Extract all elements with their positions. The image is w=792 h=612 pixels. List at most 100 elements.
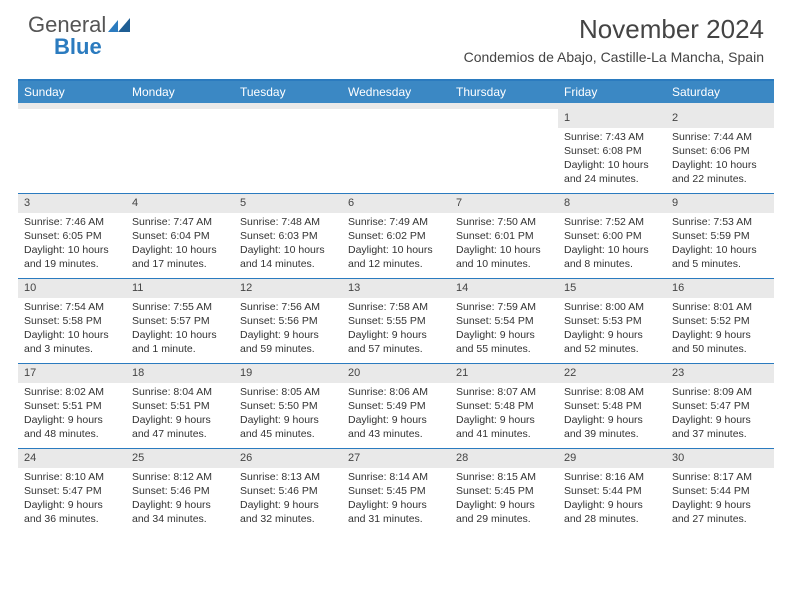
daylight-text: Daylight: 9 hours and 45 minutes. <box>240 413 336 441</box>
sunset-text: Sunset: 5:45 PM <box>456 484 552 498</box>
sunrise-text: Sunrise: 7:48 AM <box>240 215 336 229</box>
calendar-cell: 23Sunrise: 8:09 AMSunset: 5:47 PMDayligh… <box>666 364 774 448</box>
sunset-text: Sunset: 5:57 PM <box>132 314 228 328</box>
date-number: 16 <box>666 279 774 298</box>
daylight-text: Daylight: 9 hours and 48 minutes. <box>24 413 120 441</box>
daylight-text: Daylight: 10 hours and 8 minutes. <box>564 243 660 271</box>
sunset-text: Sunset: 5:47 PM <box>672 399 768 413</box>
cell-content: Sunrise: 7:56 AMSunset: 5:56 PMDaylight:… <box>234 298 342 361</box>
date-number: 23 <box>666 364 774 383</box>
cell-content: Sunrise: 8:00 AMSunset: 5:53 PMDaylight:… <box>558 298 666 361</box>
daylight-text: Daylight: 10 hours and 19 minutes. <box>24 243 120 271</box>
sunset-text: Sunset: 5:53 PM <box>564 314 660 328</box>
cell-content: Sunrise: 8:09 AMSunset: 5:47 PMDaylight:… <box>666 383 774 446</box>
sunset-text: Sunset: 6:00 PM <box>564 229 660 243</box>
daylight-text: Daylight: 10 hours and 14 minutes. <box>240 243 336 271</box>
sunset-text: Sunset: 5:46 PM <box>240 484 336 498</box>
date-number: 4 <box>126 194 234 213</box>
date-number: 17 <box>18 364 126 383</box>
sunset-text: Sunset: 5:50 PM <box>240 399 336 413</box>
sunrise-text: Sunrise: 7:53 AM <box>672 215 768 229</box>
sunrise-text: Sunrise: 7:43 AM <box>564 130 660 144</box>
daylight-text: Daylight: 9 hours and 59 minutes. <box>240 328 336 356</box>
calendar-week: 10Sunrise: 7:54 AMSunset: 5:58 PMDayligh… <box>18 278 774 363</box>
date-number: 14 <box>450 279 558 298</box>
date-number: 12 <box>234 279 342 298</box>
calendar-cell: 19Sunrise: 8:05 AMSunset: 5:50 PMDayligh… <box>234 364 342 448</box>
calendar-cell: 21Sunrise: 8:07 AMSunset: 5:48 PMDayligh… <box>450 364 558 448</box>
sunrise-text: Sunrise: 7:55 AM <box>132 300 228 314</box>
calendar: SundayMondayTuesdayWednesdayThursdayFrid… <box>18 79 774 533</box>
daylight-text: Daylight: 9 hours and 29 minutes. <box>456 498 552 526</box>
date-number: 30 <box>666 449 774 468</box>
sunrise-text: Sunrise: 8:06 AM <box>348 385 444 399</box>
cell-content: Sunrise: 8:13 AMSunset: 5:46 PMDaylight:… <box>234 468 342 531</box>
date-number: 19 <box>234 364 342 383</box>
cell-content: Sunrise: 8:14 AMSunset: 5:45 PMDaylight:… <box>342 468 450 531</box>
cell-content: Sunrise: 8:05 AMSunset: 5:50 PMDaylight:… <box>234 383 342 446</box>
daylight-text: Daylight: 10 hours and 10 minutes. <box>456 243 552 271</box>
cell-content: Sunrise: 7:43 AMSunset: 6:08 PMDaylight:… <box>558 128 666 191</box>
calendar-cell: 4Sunrise: 7:47 AMSunset: 6:04 PMDaylight… <box>126 194 234 278</box>
daylight-text: Daylight: 9 hours and 37 minutes. <box>672 413 768 441</box>
daylight-text: Daylight: 9 hours and 31 minutes. <box>348 498 444 526</box>
daylight-text: Daylight: 10 hours and 22 minutes. <box>672 158 768 186</box>
cell-content: Sunrise: 7:59 AMSunset: 5:54 PMDaylight:… <box>450 298 558 361</box>
header: GeneralBlue November 2024 Condemios de A… <box>0 0 792 73</box>
date-number: 29 <box>558 449 666 468</box>
sunrise-text: Sunrise: 8:01 AM <box>672 300 768 314</box>
cell-content: Sunrise: 7:54 AMSunset: 5:58 PMDaylight:… <box>18 298 126 361</box>
cell-content: Sunrise: 7:55 AMSunset: 5:57 PMDaylight:… <box>126 298 234 361</box>
daylight-text: Daylight: 9 hours and 36 minutes. <box>24 498 120 526</box>
sunset-text: Sunset: 6:05 PM <box>24 229 120 243</box>
date-number: 28 <box>450 449 558 468</box>
sunrise-text: Sunrise: 7:59 AM <box>456 300 552 314</box>
day-headers-row: SundayMondayTuesdayWednesdayThursdayFrid… <box>18 81 774 103</box>
calendar-cell: 5Sunrise: 7:48 AMSunset: 6:03 PMDaylight… <box>234 194 342 278</box>
calendar-cell <box>18 109 126 193</box>
daylight-text: Daylight: 9 hours and 52 minutes. <box>564 328 660 356</box>
sunset-text: Sunset: 5:44 PM <box>564 484 660 498</box>
daylight-text: Daylight: 10 hours and 1 minute. <box>132 328 228 356</box>
date-number: 15 <box>558 279 666 298</box>
daylight-text: Daylight: 9 hours and 28 minutes. <box>564 498 660 526</box>
date-number: 22 <box>558 364 666 383</box>
sunset-text: Sunset: 5:48 PM <box>456 399 552 413</box>
day-header: Saturday <box>666 81 774 103</box>
date-number: 2 <box>666 109 774 128</box>
date-number: 6 <box>342 194 450 213</box>
cell-content: Sunrise: 8:15 AMSunset: 5:45 PMDaylight:… <box>450 468 558 531</box>
date-number: 7 <box>450 194 558 213</box>
sunrise-text: Sunrise: 7:58 AM <box>348 300 444 314</box>
logo-text-blue: Blue <box>54 34 102 59</box>
sunset-text: Sunset: 5:58 PM <box>24 314 120 328</box>
title-block: November 2024 Condemios de Abajo, Castil… <box>464 14 764 65</box>
date-number: 21 <box>450 364 558 383</box>
date-number: 26 <box>234 449 342 468</box>
sunrise-text: Sunrise: 8:10 AM <box>24 470 120 484</box>
cell-content: Sunrise: 7:49 AMSunset: 6:02 PMDaylight:… <box>342 213 450 276</box>
sunset-text: Sunset: 5:51 PM <box>132 399 228 413</box>
calendar-week: 24Sunrise: 8:10 AMSunset: 5:47 PMDayligh… <box>18 448 774 533</box>
daylight-text: Daylight: 10 hours and 5 minutes. <box>672 243 768 271</box>
daylight-text: Daylight: 10 hours and 17 minutes. <box>132 243 228 271</box>
calendar-week: 3Sunrise: 7:46 AMSunset: 6:05 PMDaylight… <box>18 193 774 278</box>
calendar-cell: 3Sunrise: 7:46 AMSunset: 6:05 PMDaylight… <box>18 194 126 278</box>
date-number: 8 <box>558 194 666 213</box>
date-number: 1 <box>558 109 666 128</box>
calendar-cell: 2Sunrise: 7:44 AMSunset: 6:06 PMDaylight… <box>666 109 774 193</box>
daylight-text: Daylight: 9 hours and 34 minutes. <box>132 498 228 526</box>
calendar-cell <box>234 109 342 193</box>
calendar-cell: 29Sunrise: 8:16 AMSunset: 5:44 PMDayligh… <box>558 449 666 533</box>
daylight-text: Daylight: 9 hours and 47 minutes. <box>132 413 228 441</box>
calendar-cell: 7Sunrise: 7:50 AMSunset: 6:01 PMDaylight… <box>450 194 558 278</box>
date-number: 5 <box>234 194 342 213</box>
date-number: 18 <box>126 364 234 383</box>
sunrise-text: Sunrise: 7:44 AM <box>672 130 768 144</box>
sunrise-text: Sunrise: 7:46 AM <box>24 215 120 229</box>
sunset-text: Sunset: 5:55 PM <box>348 314 444 328</box>
sunset-text: Sunset: 5:45 PM <box>348 484 444 498</box>
sunrise-text: Sunrise: 8:09 AM <box>672 385 768 399</box>
calendar-cell: 15Sunrise: 8:00 AMSunset: 5:53 PMDayligh… <box>558 279 666 363</box>
daylight-text: Daylight: 9 hours and 41 minutes. <box>456 413 552 441</box>
